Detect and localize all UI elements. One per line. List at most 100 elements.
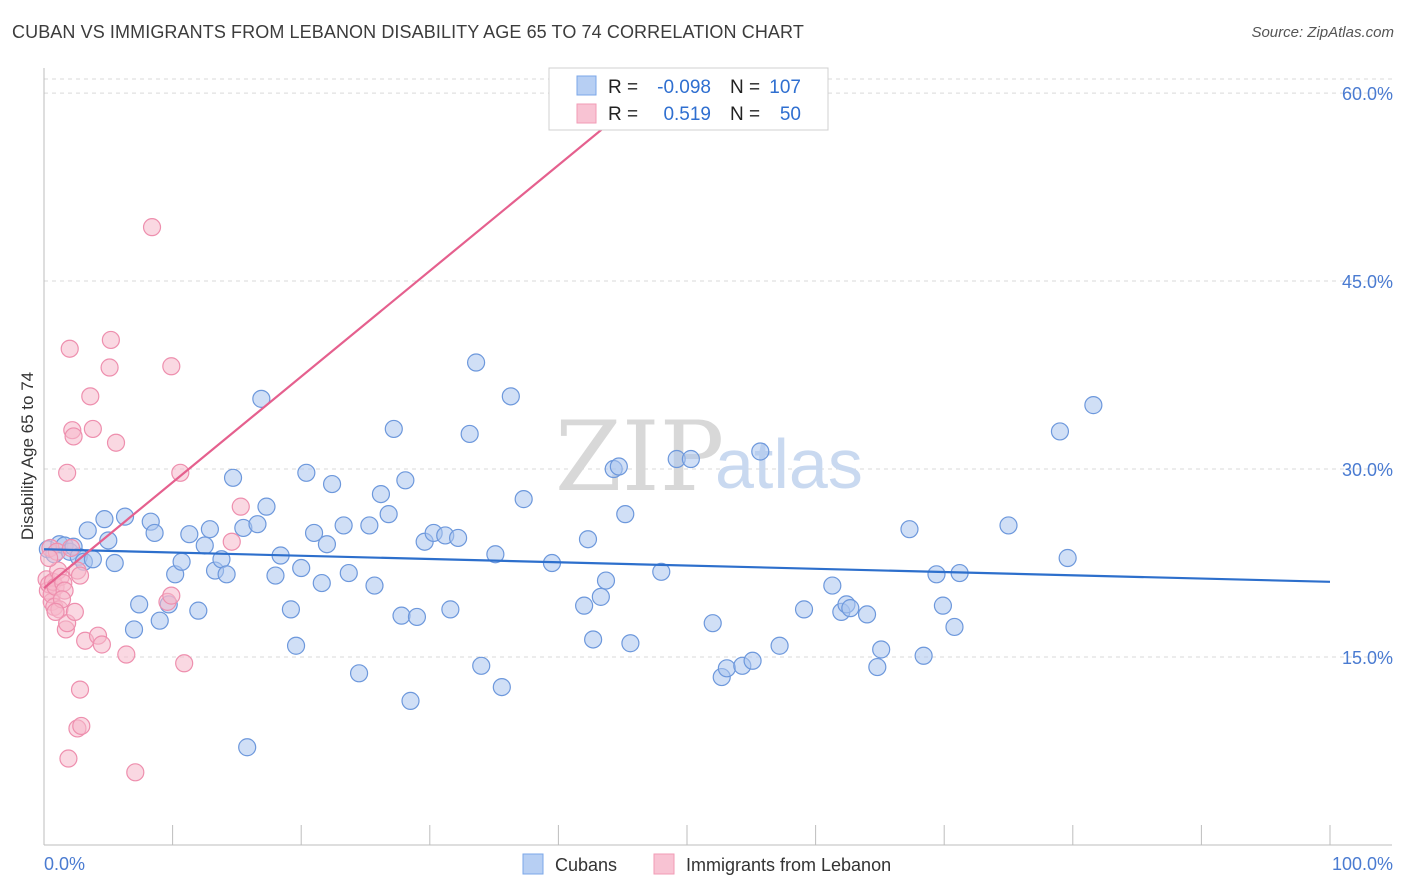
cuban-point	[334, 516, 353, 535]
cuban-point	[379, 505, 398, 524]
cuban-point	[145, 523, 164, 543]
cuban-point	[248, 515, 267, 534]
cuban-point	[124, 620, 144, 639]
cuban-point	[743, 651, 762, 670]
cuban-point	[591, 587, 610, 606]
lebanon-point	[162, 357, 181, 376]
cuban-point	[868, 657, 887, 677]
legend-r-value-2: 0.519	[663, 104, 711, 125]
cuban-point	[652, 562, 671, 581]
cuban-point	[751, 442, 770, 461]
cuban-point	[927, 565, 946, 584]
lebanon-point	[100, 358, 119, 377]
cuban-point	[180, 525, 199, 544]
cuban-point	[99, 531, 118, 550]
cuban-point	[286, 636, 306, 655]
watermark-atlas: atlas	[715, 425, 863, 503]
y-tick-label: 30.0%	[1342, 460, 1393, 480]
lebanon-point	[171, 463, 190, 482]
cuban-point	[681, 449, 700, 469]
cuban-point	[292, 558, 311, 578]
cuban-point	[304, 523, 324, 543]
cuban-point	[1050, 422, 1070, 441]
cuban-point	[105, 553, 124, 573]
lebanon-point	[59, 749, 78, 768]
cuban-point	[486, 545, 505, 564]
lebanon-point	[58, 463, 77, 482]
lebanon-point	[126, 763, 145, 782]
cuban-point	[281, 600, 301, 619]
lebanon-point	[65, 602, 84, 622]
y-axis-label: Disability Age 65 to 74	[18, 372, 37, 540]
cuban-point	[1058, 548, 1077, 568]
cuban-point	[266, 566, 285, 585]
lebanon-point	[231, 497, 250, 516]
cuban-point	[914, 646, 933, 665]
cuban-point	[945, 617, 964, 637]
y-tick-label: 45.0%	[1342, 272, 1393, 292]
cuban-point	[130, 595, 149, 614]
lebanon-point	[60, 339, 79, 358]
x-tick-label-max: 100.0%	[1332, 854, 1393, 874]
cuban-point	[172, 552, 191, 571]
legend-swatch-lebanon	[576, 103, 597, 124]
legend-box: R = -0.098 N = 107 R = 0.519 N = 50	[548, 67, 829, 131]
y-tick-label: 60.0%	[1342, 84, 1393, 104]
cuban-point	[472, 656, 491, 675]
lebanon-point	[92, 635, 111, 654]
lebanon-point	[175, 654, 194, 673]
lebanon-point	[40, 548, 59, 568]
cuban-point	[150, 611, 169, 630]
chart-title: CUBAN VS IMMIGRANTS FROM LEBANON DISABIL…	[12, 22, 804, 42]
bottom-legend-swatch-cubans	[522, 853, 544, 875]
cuban-point	[857, 605, 877, 624]
cuban-point	[401, 691, 420, 710]
cuban-point	[384, 419, 403, 439]
cuban-point	[217, 565, 236, 584]
series-cubans-points	[38, 353, 1103, 757]
cuban-point	[492, 677, 511, 697]
series-lebanon-points	[37, 218, 250, 782]
cuban-point	[195, 536, 214, 555]
cubans-trend-line	[43, 548, 1331, 583]
cuban-point	[95, 510, 114, 529]
x-tick-label-min: 0.0%	[44, 854, 85, 874]
cuban-point	[999, 516, 1018, 535]
x-tick-marks	[43, 825, 1331, 845]
legend-r-label-1: R =	[608, 77, 638, 98]
lebanon-point	[162, 586, 181, 605]
cuban-point	[322, 474, 342, 494]
cuban-point	[392, 606, 411, 625]
cuban-point	[616, 505, 635, 524]
watermark: ZIP atlas	[555, 401, 863, 513]
lebanon-point	[117, 645, 136, 664]
cuban-point	[575, 596, 594, 615]
cuban-point	[312, 573, 331, 593]
cuban-point	[770, 636, 789, 655]
cuban-point	[717, 659, 736, 678]
legend-r-label-2: R =	[608, 104, 638, 125]
cuban-point	[257, 497, 276, 516]
cuban-point	[349, 664, 369, 683]
lebanon-point	[101, 330, 120, 350]
cuban-point	[841, 599, 860, 618]
cuban-point	[596, 571, 616, 590]
y-tick-label: 15.0%	[1342, 648, 1393, 668]
bottom-legend-swatch-lebanon	[653, 853, 675, 875]
cuban-point	[371, 484, 391, 504]
cuban-point	[252, 389, 271, 408]
legend-n-value-2: 50	[780, 104, 801, 125]
cuban-point	[794, 600, 814, 619]
legend-n-label-2: N =	[730, 104, 760, 125]
cuban-point	[365, 576, 384, 595]
chart-source: Source: ZipAtlas.com	[1251, 24, 1394, 41]
cuban-point	[501, 387, 520, 406]
grid-lines	[44, 78, 1392, 658]
cuban-point	[900, 520, 919, 539]
cuban-point	[339, 563, 358, 583]
legend-swatch-cubans	[576, 75, 597, 96]
cuban-point	[584, 630, 603, 649]
bottom-legend-label-lebanon: Immigrants from Lebanon	[686, 855, 891, 875]
lebanon-point	[61, 538, 81, 558]
